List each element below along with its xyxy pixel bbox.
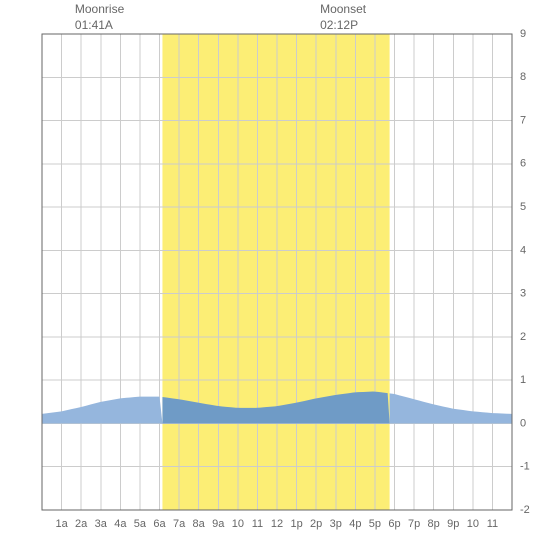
x-tick-label: 10 (467, 518, 479, 530)
grid (42, 34, 512, 510)
x-tick-label: 12 (271, 518, 283, 530)
y-tick-label: 4 (520, 244, 526, 256)
x-tick-label: 8p (428, 518, 440, 530)
x-tick-label: 8a (193, 518, 206, 530)
y-tick-label: 7 (520, 114, 526, 126)
y-tick-label: 9 (520, 28, 526, 40)
chart-svg: -2-101234567891a2a3a4a5a6a7a8a9a1011121p… (0, 0, 550, 550)
x-tick-label: 9p (447, 518, 459, 530)
moonset-label: Moonset 02:12P (320, 2, 366, 33)
y-tick-label: 8 (520, 71, 526, 83)
y-tick-label: 2 (520, 331, 526, 343)
x-tick-label: 6p (388, 518, 400, 530)
y-tick-label: 5 (520, 201, 526, 213)
x-tick-label: 11 (252, 518, 263, 530)
tide-area-evening (390, 393, 512, 423)
x-tick-label: 5p (369, 518, 381, 530)
y-tick-label: -2 (520, 504, 530, 516)
x-tick-label: 11 (487, 518, 498, 530)
x-tick-label: 7p (408, 518, 420, 530)
x-tick-label: 4a (114, 518, 127, 530)
y-tick-label: 3 (520, 288, 526, 300)
tide-area-predawn (42, 397, 162, 424)
x-tick-label: 3p (330, 518, 342, 530)
x-tick-label: 2a (75, 518, 88, 530)
surf-tide-chart: { "chart": { "type": "area", "width": 55… (0, 0, 550, 550)
y-tick-label: 1 (520, 374, 526, 386)
x-tick-label: 1a (55, 518, 68, 530)
x-tick-label: 3a (95, 518, 108, 530)
y-tick-label: 0 (520, 417, 526, 429)
moonrise-label: Moonrise 01:41A (75, 2, 124, 33)
x-tick-label: 9a (212, 518, 225, 530)
x-tick-label: 10 (232, 518, 244, 530)
x-tick-label: 1p (290, 518, 302, 530)
x-tick-label: 4p (349, 518, 361, 530)
x-tick-label: 6a (153, 518, 166, 530)
y-tick-label: -1 (520, 461, 530, 473)
x-tick-label: 7a (173, 518, 186, 530)
x-tick-label: 5a (134, 518, 147, 530)
y-tick-label: 6 (520, 158, 526, 170)
x-tick-label: 2p (310, 518, 322, 530)
